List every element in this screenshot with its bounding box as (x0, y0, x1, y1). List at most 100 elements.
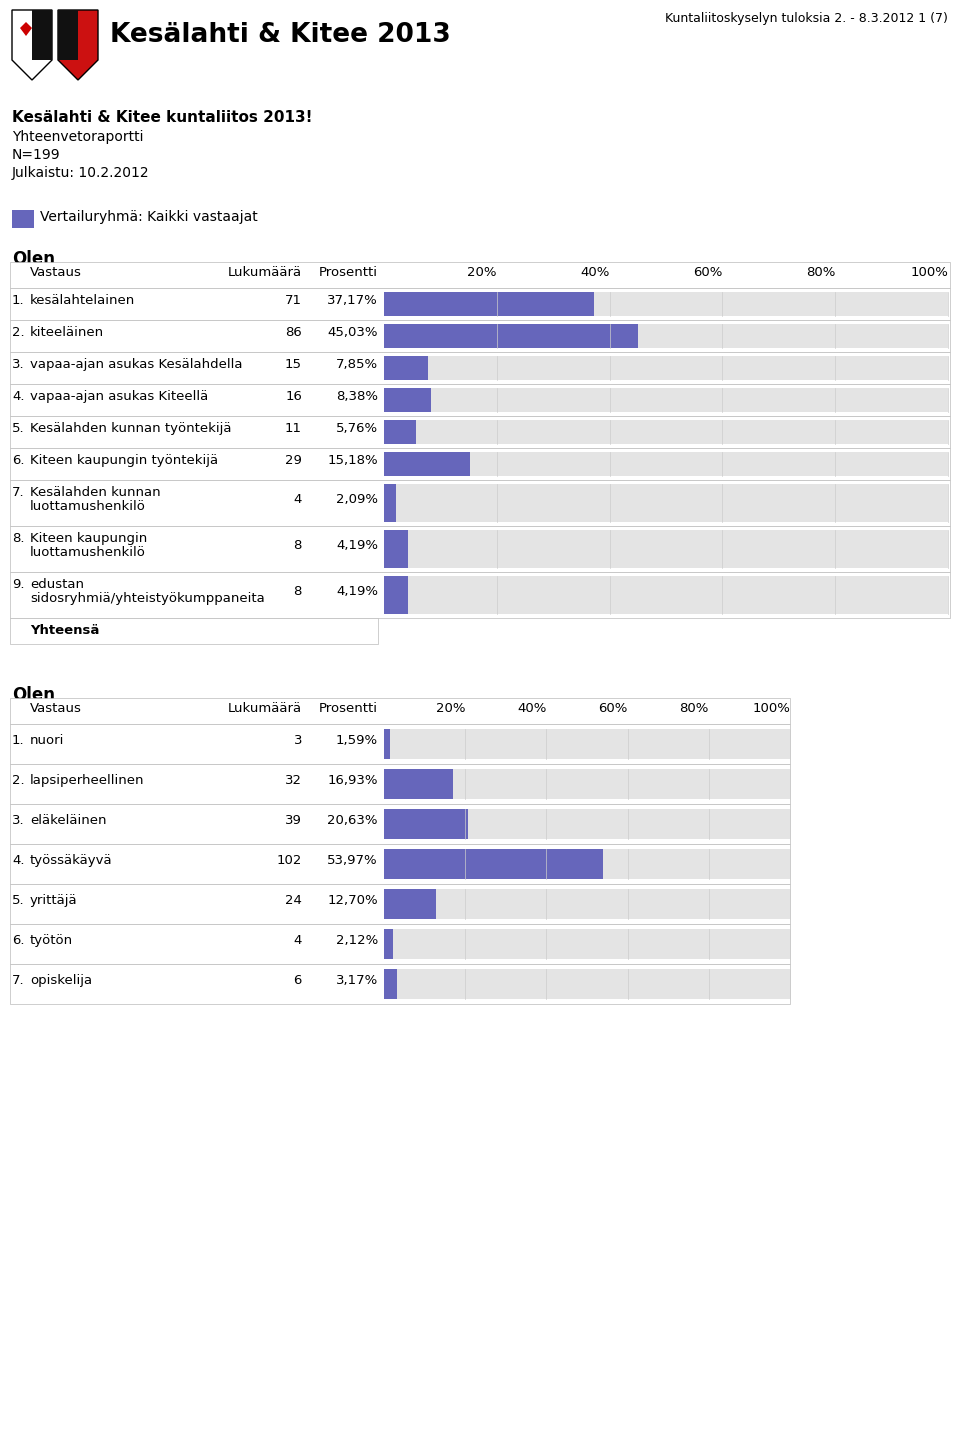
Text: 8: 8 (294, 538, 302, 551)
Bar (384, 928, 393, 959)
Bar (384, 889, 790, 920)
Text: 6.: 6. (12, 934, 25, 947)
Text: N=199: N=199 (12, 148, 60, 162)
Bar (384, 356, 948, 380)
Bar (10, 448, 950, 480)
Text: Olen: Olen (12, 685, 55, 704)
Text: 2,09%: 2,09% (336, 493, 378, 506)
Text: 20,63%: 20,63% (327, 813, 378, 826)
Text: 12,70%: 12,70% (327, 893, 378, 906)
Bar (384, 453, 948, 476)
Bar (10, 805, 790, 844)
Text: 7.: 7. (12, 973, 25, 986)
Text: 4,19%: 4,19% (336, 538, 378, 551)
Bar (384, 969, 396, 1000)
Text: 100%: 100% (752, 701, 790, 714)
Text: 3,17%: 3,17% (336, 973, 378, 986)
Bar (10, 262, 950, 288)
Polygon shape (58, 10, 78, 60)
Text: lapsiperheellinen: lapsiperheellinen (30, 774, 145, 787)
Text: 11: 11 (285, 422, 302, 435)
Text: 2,12%: 2,12% (336, 934, 378, 947)
Text: 6.: 6. (12, 454, 25, 467)
Text: Kuntaliitoskyselyn tuloksia 2. - 8.3.2012 1 (7): Kuntaliitoskyselyn tuloksia 2. - 8.3.201… (665, 12, 948, 25)
Text: Vastaus: Vastaus (30, 701, 82, 714)
Text: 80%: 80% (805, 266, 835, 279)
Text: sidosryhmiä/yhteistyökumppaneita: sidosryhmiä/yhteistyökumppaneita (30, 592, 265, 605)
Bar (384, 850, 603, 879)
Text: 7,85%: 7,85% (336, 358, 378, 371)
Bar (10, 416, 950, 448)
Text: 16,93%: 16,93% (327, 774, 378, 787)
Text: 60%: 60% (598, 701, 628, 714)
Polygon shape (32, 10, 52, 60)
Text: 100%: 100% (910, 266, 948, 279)
Text: 15: 15 (285, 358, 302, 371)
Text: 1.: 1. (12, 733, 25, 746)
Text: edustan: edustan (30, 578, 84, 591)
Text: 37,17%: 37,17% (327, 294, 378, 307)
Bar (10, 527, 950, 572)
Bar (10, 384, 950, 416)
Bar (384, 850, 790, 879)
Text: vapaa-ajan asukas Kiteellä: vapaa-ajan asukas Kiteellä (30, 390, 208, 403)
Bar (10, 764, 790, 805)
Bar (10, 725, 790, 764)
Bar (10, 885, 790, 924)
Text: Kesälahti & Kitee 2013: Kesälahti & Kitee 2013 (110, 22, 451, 48)
Text: luottamushenkilö: luottamushenkilö (30, 501, 146, 514)
Text: 4: 4 (294, 493, 302, 506)
Bar (384, 485, 948, 522)
Text: Prosentti: Prosentti (319, 701, 378, 714)
Text: Kiteen kaupungin työntekijä: Kiteen kaupungin työntekijä (30, 454, 218, 467)
Text: 80%: 80% (680, 701, 708, 714)
Bar (384, 324, 638, 348)
Text: Vertailuryhmä: Kaikki vastaajat: Vertailuryhmä: Kaikki vastaajat (40, 210, 257, 224)
Text: 2.: 2. (12, 326, 25, 339)
Text: luottamushenkilö: luottamushenkilö (30, 546, 146, 559)
Bar (384, 576, 948, 614)
Bar (384, 809, 468, 840)
Text: 4.: 4. (12, 390, 25, 403)
Bar (10, 288, 950, 320)
Text: 3: 3 (294, 733, 302, 746)
Text: Prosentti: Prosentti (319, 266, 378, 279)
Bar (10, 572, 950, 618)
Text: 71: 71 (285, 294, 302, 307)
Bar (384, 420, 417, 444)
Bar (10, 698, 790, 725)
Text: kesälahtelainen: kesälahtelainen (30, 294, 135, 307)
Text: 60%: 60% (693, 266, 722, 279)
Text: Kiteen kaupungin: Kiteen kaupungin (30, 533, 147, 546)
Bar (10, 965, 790, 1004)
Text: 102: 102 (276, 854, 302, 867)
Bar (384, 770, 790, 799)
Bar (384, 809, 790, 840)
Bar (10, 320, 950, 352)
Bar (10, 352, 950, 384)
Text: 86: 86 (285, 326, 302, 339)
Bar (384, 969, 790, 1000)
Text: 4,19%: 4,19% (336, 585, 378, 598)
Text: Lukumäärä: Lukumäärä (228, 701, 302, 714)
Text: 7.: 7. (12, 486, 25, 499)
Bar (384, 729, 790, 760)
Text: 8: 8 (294, 585, 302, 598)
Bar (384, 530, 408, 567)
Text: nuori: nuori (30, 733, 64, 746)
Text: 29: 29 (285, 454, 302, 467)
Bar (384, 356, 428, 380)
Text: työtön: työtön (30, 934, 73, 947)
Bar (10, 844, 790, 885)
Bar (384, 530, 948, 567)
Bar (384, 453, 469, 476)
Bar (384, 889, 436, 920)
Polygon shape (12, 10, 52, 80)
Text: 1,59%: 1,59% (336, 733, 378, 746)
Text: 5.: 5. (12, 893, 25, 906)
Text: 45,03%: 45,03% (327, 326, 378, 339)
Text: 32: 32 (285, 774, 302, 787)
Text: 39: 39 (285, 813, 302, 826)
Text: eläkeläinen: eläkeläinen (30, 813, 107, 826)
Text: Lukumäärä: Lukumäärä (228, 266, 302, 279)
